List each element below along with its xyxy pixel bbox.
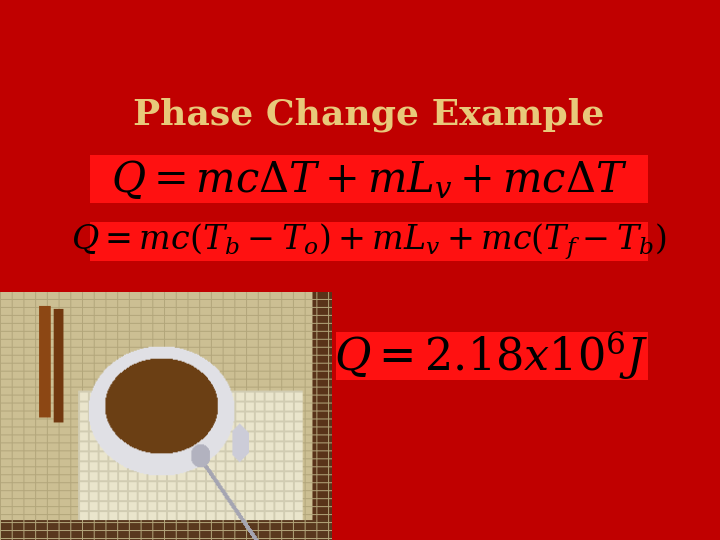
Text: Phase Change Example: Phase Change Example	[133, 97, 605, 132]
Text: $Q = mc\Delta T + mL_{v} + mc\Delta T$: $Q = mc\Delta T + mL_{v} + mc\Delta T$	[111, 158, 627, 201]
Bar	[90, 222, 648, 261]
Bar	[336, 332, 648, 380]
Text: $Q = mc(T_b - T_o) + mL_{v} + mc(T_f - T_b)$: $Q = mc(T_b - T_o) + mL_{v} + mc(T_f - T…	[71, 221, 667, 262]
Bar	[90, 155, 648, 203]
Text: $Q = 2.18x10^6J$: $Q = 2.18x10^6J$	[334, 329, 649, 382]
